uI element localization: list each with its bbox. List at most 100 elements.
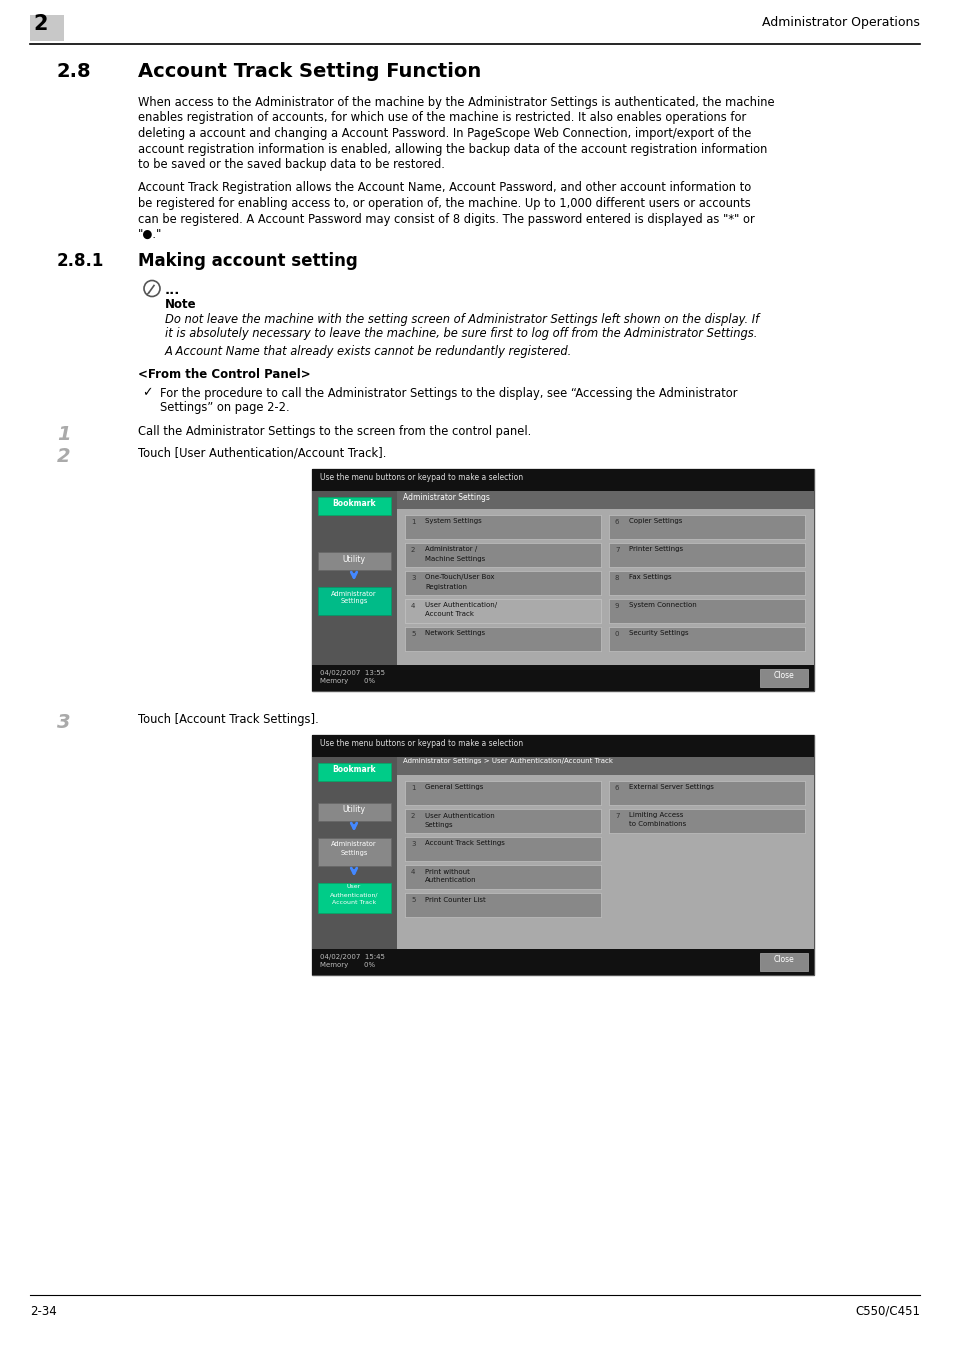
Text: 2: 2 — [411, 547, 415, 552]
Text: Utility: Utility — [342, 806, 365, 814]
Text: 04/02/2007  13:55: 04/02/2007 13:55 — [319, 670, 385, 675]
Bar — [608, 780, 804, 805]
Bar — [312, 734, 813, 756]
Text: User Authentication: User Authentication — [424, 813, 495, 818]
Text: C550/C451: C550/C451 — [854, 1305, 919, 1318]
Text: 1: 1 — [57, 424, 71, 444]
Text: Use the menu buttons or keypad to make a selection: Use the menu buttons or keypad to make a… — [319, 472, 522, 482]
Text: 6: 6 — [615, 518, 618, 525]
Bar — [405, 571, 600, 594]
Bar — [405, 864, 600, 888]
Text: Print without: Print without — [424, 868, 470, 875]
Text: When access to the Administrator of the machine by the Administrator Settings is: When access to the Administrator of the … — [138, 96, 774, 109]
Text: 3: 3 — [57, 713, 71, 732]
Bar — [405, 809, 600, 833]
Bar — [405, 837, 600, 860]
Text: Use the menu buttons or keypad to make a selection: Use the menu buttons or keypad to make a… — [319, 738, 522, 748]
Text: <From the Control Panel>: <From the Control Panel> — [138, 369, 311, 382]
Bar — [396, 775, 813, 949]
Text: Bookmark: Bookmark — [332, 765, 375, 775]
Text: 2.8: 2.8 — [57, 62, 91, 81]
Text: User: User — [347, 884, 361, 890]
Text: A Account Name that already exists cannot be redundantly registered.: A Account Name that already exists canno… — [165, 344, 572, 358]
Bar — [317, 586, 391, 614]
Bar — [312, 468, 813, 690]
Bar — [608, 571, 804, 594]
Bar — [396, 756, 813, 775]
Bar — [760, 668, 807, 687]
Text: account registration information is enabled, allowing the backup data of the acc: account registration information is enab… — [138, 143, 766, 155]
Bar — [405, 543, 600, 567]
Text: Machine Settings: Machine Settings — [424, 555, 485, 562]
Text: 0: 0 — [615, 630, 618, 636]
Text: 1: 1 — [411, 784, 416, 791]
Text: 5: 5 — [411, 630, 415, 636]
Text: Authentication/: Authentication/ — [330, 892, 377, 898]
Text: 4: 4 — [411, 868, 415, 875]
Text: 2: 2 — [411, 813, 415, 818]
Text: Do not leave the machine with the setting screen of Administrator Settings left : Do not leave the machine with the settin… — [165, 312, 759, 325]
Bar — [312, 490, 396, 690]
Text: 2: 2 — [57, 447, 71, 466]
Bar — [405, 892, 600, 917]
Text: Printer Settings: Printer Settings — [628, 547, 682, 552]
Bar — [396, 490, 813, 509]
Text: Account Track Settings: Account Track Settings — [424, 841, 504, 846]
Text: Close: Close — [773, 956, 794, 964]
Bar — [317, 883, 391, 913]
Text: For the procedure to call the Administrator Settings to the display, see “Access: For the procedure to call the Administra… — [160, 386, 737, 400]
Text: Touch [User Authentication/Account Track].: Touch [User Authentication/Account Track… — [138, 447, 386, 459]
Text: Memory       0%: Memory 0% — [319, 678, 375, 683]
Bar — [608, 598, 804, 622]
Bar — [608, 543, 804, 567]
Text: 5: 5 — [411, 896, 415, 903]
Text: Limiting Access: Limiting Access — [628, 813, 682, 818]
Text: enables registration of accounts, for which use of the machine is restricted. It: enables registration of accounts, for wh… — [138, 112, 745, 124]
Text: 3: 3 — [411, 575, 416, 580]
Text: Call the Administrator Settings to the screen from the control panel.: Call the Administrator Settings to the s… — [138, 424, 531, 437]
Text: Touch [Account Track Settings].: Touch [Account Track Settings]. — [138, 713, 318, 725]
Text: System Settings: System Settings — [424, 518, 481, 525]
Text: 8: 8 — [615, 575, 618, 580]
Text: Fax Settings: Fax Settings — [628, 575, 671, 580]
Text: Administrator Operations: Administrator Operations — [761, 16, 919, 28]
Text: 3: 3 — [411, 841, 416, 846]
Bar — [396, 509, 813, 664]
Text: Print Counter List: Print Counter List — [424, 896, 485, 903]
Bar — [405, 626, 600, 651]
Text: Memory       0%: Memory 0% — [319, 961, 375, 968]
Bar — [405, 514, 600, 539]
Bar — [760, 953, 807, 971]
Text: Making account setting: Making account setting — [138, 251, 357, 270]
Text: Copier Settings: Copier Settings — [628, 518, 681, 525]
Bar — [30, 15, 64, 40]
Text: Authentication: Authentication — [424, 878, 476, 883]
Text: 9: 9 — [615, 602, 618, 609]
Text: ...: ... — [165, 284, 180, 297]
Text: to be saved or the saved backup data to be restored.: to be saved or the saved backup data to … — [138, 158, 444, 171]
Text: 2-34: 2-34 — [30, 1305, 56, 1318]
Text: Bookmark: Bookmark — [332, 500, 375, 509]
Text: deleting a account and changing a Account Password. In PageScope Web Connection,: deleting a account and changing a Accoun… — [138, 127, 751, 140]
Text: Security Settings: Security Settings — [628, 630, 688, 636]
Text: can be registered. A Account Password may consist of 8 digits. The password ente: can be registered. A Account Password ma… — [138, 212, 754, 225]
Text: User Authentication/: User Authentication/ — [424, 602, 497, 609]
Text: Settings: Settings — [340, 598, 367, 605]
Text: 2: 2 — [33, 14, 48, 34]
Text: to Combinations: to Combinations — [628, 822, 685, 828]
Bar — [317, 802, 391, 821]
Bar — [317, 837, 391, 865]
Text: 7: 7 — [615, 547, 618, 552]
Bar — [312, 949, 813, 975]
Text: System Connection: System Connection — [628, 602, 696, 609]
Text: Utility: Utility — [342, 555, 365, 563]
Text: One-Touch/User Box: One-Touch/User Box — [424, 575, 494, 580]
Text: Administrator /: Administrator / — [424, 547, 476, 552]
Text: External Server Settings: External Server Settings — [628, 784, 713, 791]
Bar — [312, 734, 813, 975]
Text: Administrator: Administrator — [331, 841, 376, 848]
Text: 4: 4 — [411, 602, 415, 609]
Bar — [317, 497, 391, 514]
Text: Account Track Registration allows the Account Name, Account Password, and other : Account Track Registration allows the Ac… — [138, 181, 750, 194]
Text: Settings: Settings — [424, 822, 453, 828]
